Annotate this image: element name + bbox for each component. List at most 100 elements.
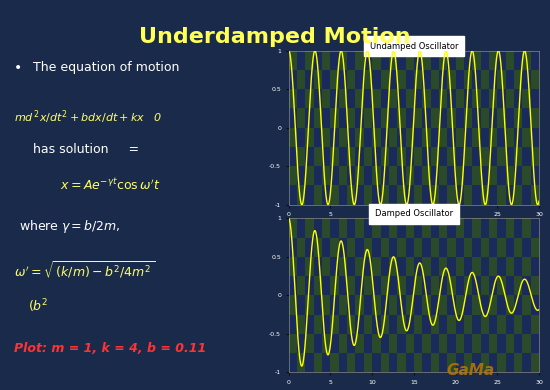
Bar <box>339 315 347 334</box>
Bar <box>397 147 405 166</box>
Bar <box>322 353 331 372</box>
Bar <box>364 128 372 147</box>
Bar <box>289 353 297 372</box>
Bar <box>505 166 514 186</box>
Bar <box>372 218 381 238</box>
Bar <box>497 51 505 70</box>
Bar <box>422 108 431 128</box>
Bar <box>464 353 472 372</box>
Bar <box>355 238 364 257</box>
Bar <box>439 186 447 205</box>
Bar <box>339 147 347 166</box>
Bar <box>514 70 522 89</box>
Bar <box>389 334 397 353</box>
Bar <box>439 51 447 70</box>
Bar <box>489 166 497 186</box>
Bar <box>331 257 339 276</box>
Bar <box>322 51 331 70</box>
Bar <box>331 166 339 186</box>
Bar <box>414 147 422 166</box>
Bar <box>455 315 464 334</box>
Bar <box>405 334 414 353</box>
Bar <box>297 128 305 147</box>
Bar <box>289 51 297 70</box>
Bar <box>314 296 322 315</box>
Bar <box>505 128 514 147</box>
Bar <box>505 296 514 315</box>
Bar <box>314 108 322 128</box>
Bar <box>339 296 347 315</box>
Bar <box>305 70 313 89</box>
Bar <box>531 218 539 238</box>
Bar <box>405 166 414 186</box>
Bar <box>514 276 522 296</box>
Bar <box>347 89 355 108</box>
Bar <box>297 257 305 276</box>
Bar <box>372 257 381 276</box>
Text: GaMa: GaMa <box>447 363 495 378</box>
Bar <box>514 315 522 334</box>
Bar <box>464 89 472 108</box>
Bar <box>514 186 522 205</box>
Bar <box>472 334 481 353</box>
Bar <box>347 218 355 238</box>
Bar <box>305 166 313 186</box>
Bar <box>372 353 381 372</box>
Bar <box>522 315 531 334</box>
Bar <box>514 166 522 186</box>
Bar <box>455 70 464 89</box>
Bar <box>455 147 464 166</box>
Bar <box>447 276 455 296</box>
Bar <box>289 296 297 315</box>
Bar <box>381 51 389 70</box>
Bar <box>514 51 522 70</box>
Bar <box>297 147 305 166</box>
Bar <box>489 128 497 147</box>
Bar <box>472 128 481 147</box>
Bar <box>414 218 422 238</box>
Bar <box>414 128 422 147</box>
Bar <box>447 89 455 108</box>
Bar <box>422 315 431 334</box>
Bar <box>389 296 397 315</box>
Bar <box>322 334 331 353</box>
Bar <box>489 257 497 276</box>
Bar <box>531 276 539 296</box>
Bar <box>289 334 297 353</box>
Bar <box>381 315 389 334</box>
Bar <box>405 108 414 128</box>
Bar <box>331 296 339 315</box>
Bar <box>472 147 481 166</box>
Bar <box>431 353 439 372</box>
Bar <box>322 108 331 128</box>
Bar <box>397 51 405 70</box>
Bar <box>439 70 447 89</box>
Bar <box>355 353 364 372</box>
Bar <box>355 315 364 334</box>
Bar <box>364 296 372 315</box>
Bar <box>397 218 405 238</box>
Text: Underdamped Motion: Underdamped Motion <box>139 27 411 47</box>
Bar <box>355 166 364 186</box>
Bar <box>431 166 439 186</box>
Bar <box>431 128 439 147</box>
Bar <box>397 296 405 315</box>
Bar <box>447 128 455 147</box>
Bar <box>305 218 313 238</box>
Bar <box>505 108 514 128</box>
Bar <box>431 315 439 334</box>
Bar <box>514 296 522 315</box>
Bar <box>522 353 531 372</box>
Bar <box>481 296 489 315</box>
Bar <box>439 108 447 128</box>
Bar <box>481 353 489 372</box>
Text: $\omega' = \sqrt{\,(k/m) - b^2/4m^2\,}$: $\omega' = \sqrt{\,(k/m) - b^2/4m^2\,}$ <box>14 260 156 281</box>
Bar <box>447 238 455 257</box>
Title: Undamped Oscillator: Undamped Oscillator <box>370 42 458 51</box>
Bar <box>422 276 431 296</box>
Bar <box>455 276 464 296</box>
Bar <box>339 89 347 108</box>
Bar <box>439 334 447 353</box>
Bar <box>455 128 464 147</box>
Bar <box>397 128 405 147</box>
